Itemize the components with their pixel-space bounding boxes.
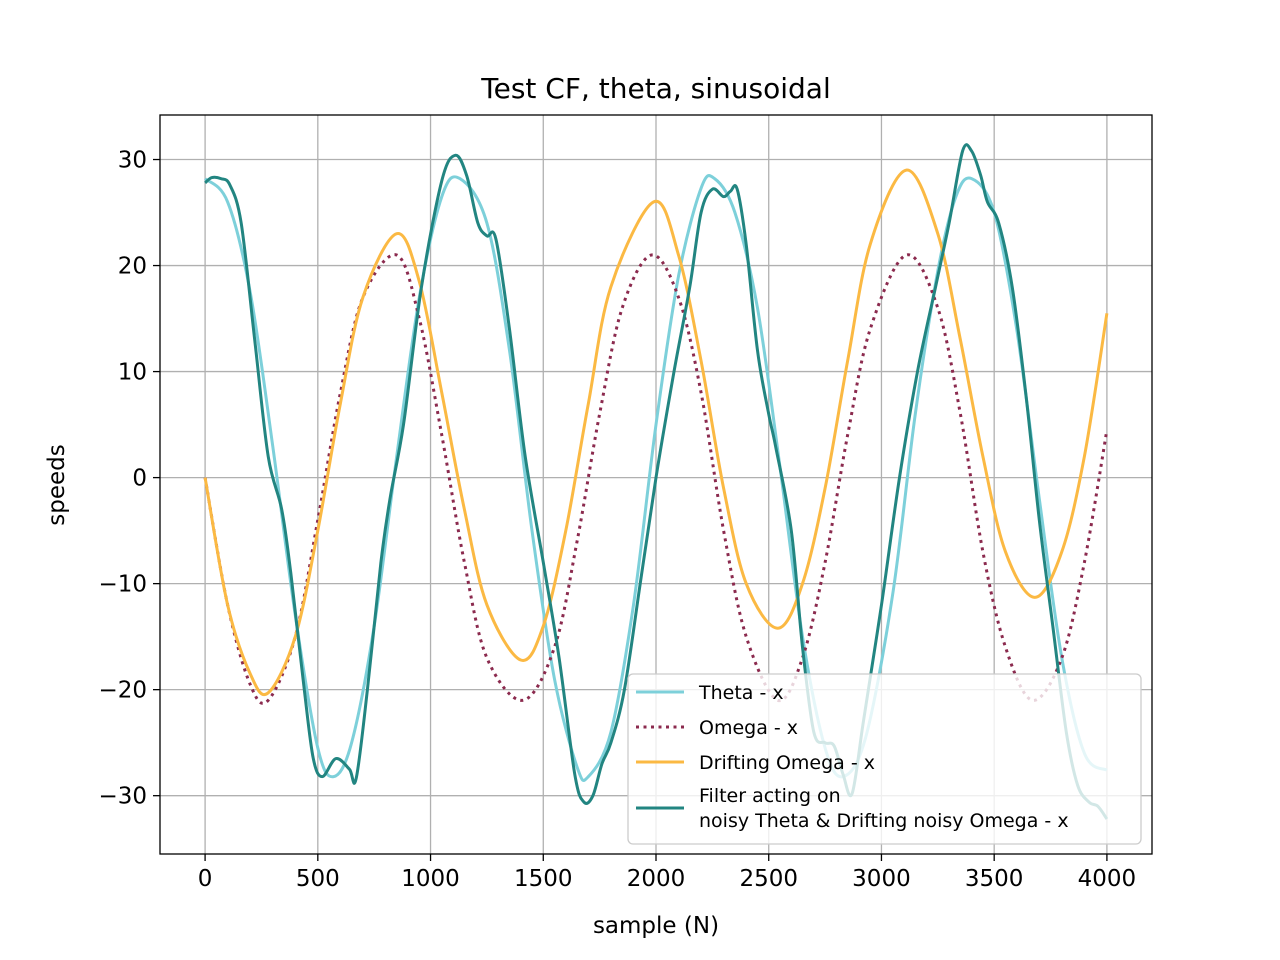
series-line-4 (204, 143, 1109, 820)
y-tick-label: 30 (118, 148, 147, 174)
series-line-2 (203, 253, 1109, 705)
y-tick-label: −20 (98, 678, 147, 704)
y-tick-label: 10 (118, 360, 147, 386)
chart-title: Test CF, theta, sinusoidal (480, 72, 830, 105)
legend-label-4: Filter acting on noisy Theta & Drifting n… (699, 785, 1069, 832)
legend: Theta - x Omega - x Drifting Omega - x Filt… (627, 673, 1142, 845)
legend-box (627, 673, 1142, 845)
legend-label-1: Theta - x (698, 682, 784, 704)
x-tick-label: 2500 (739, 866, 798, 892)
y-tick-label: −30 (98, 784, 147, 810)
x-axis-label: sample (N) (593, 913, 719, 939)
x-tick-label: 1500 (514, 866, 573, 892)
x-tick-label: 1000 (401, 866, 460, 892)
y-tick-label: 20 (118, 254, 147, 280)
series-layer (203, 143, 1109, 820)
legend-label-2: Omega - x (699, 717, 798, 739)
legend-label-3: Drifting Omega - x (699, 752, 875, 774)
series-line-3 (203, 168, 1109, 696)
x-tick-label: 0 (198, 866, 213, 892)
x-tick-label: 2000 (627, 866, 686, 892)
x-tick-label: 500 (296, 866, 340, 892)
x-tick-label: 3000 (852, 866, 911, 892)
x-tick-label: 4000 (1078, 866, 1137, 892)
y-axis-label: speeds (44, 444, 70, 525)
y-tick-label: −10 (98, 572, 147, 598)
y-tick-label: 0 (132, 466, 147, 492)
x-tick-label: 3500 (965, 866, 1024, 892)
ticks: 0 500 1000 1500 2000 2500 3000 3500 4000 −30 −20 −1… (98, 148, 1136, 892)
